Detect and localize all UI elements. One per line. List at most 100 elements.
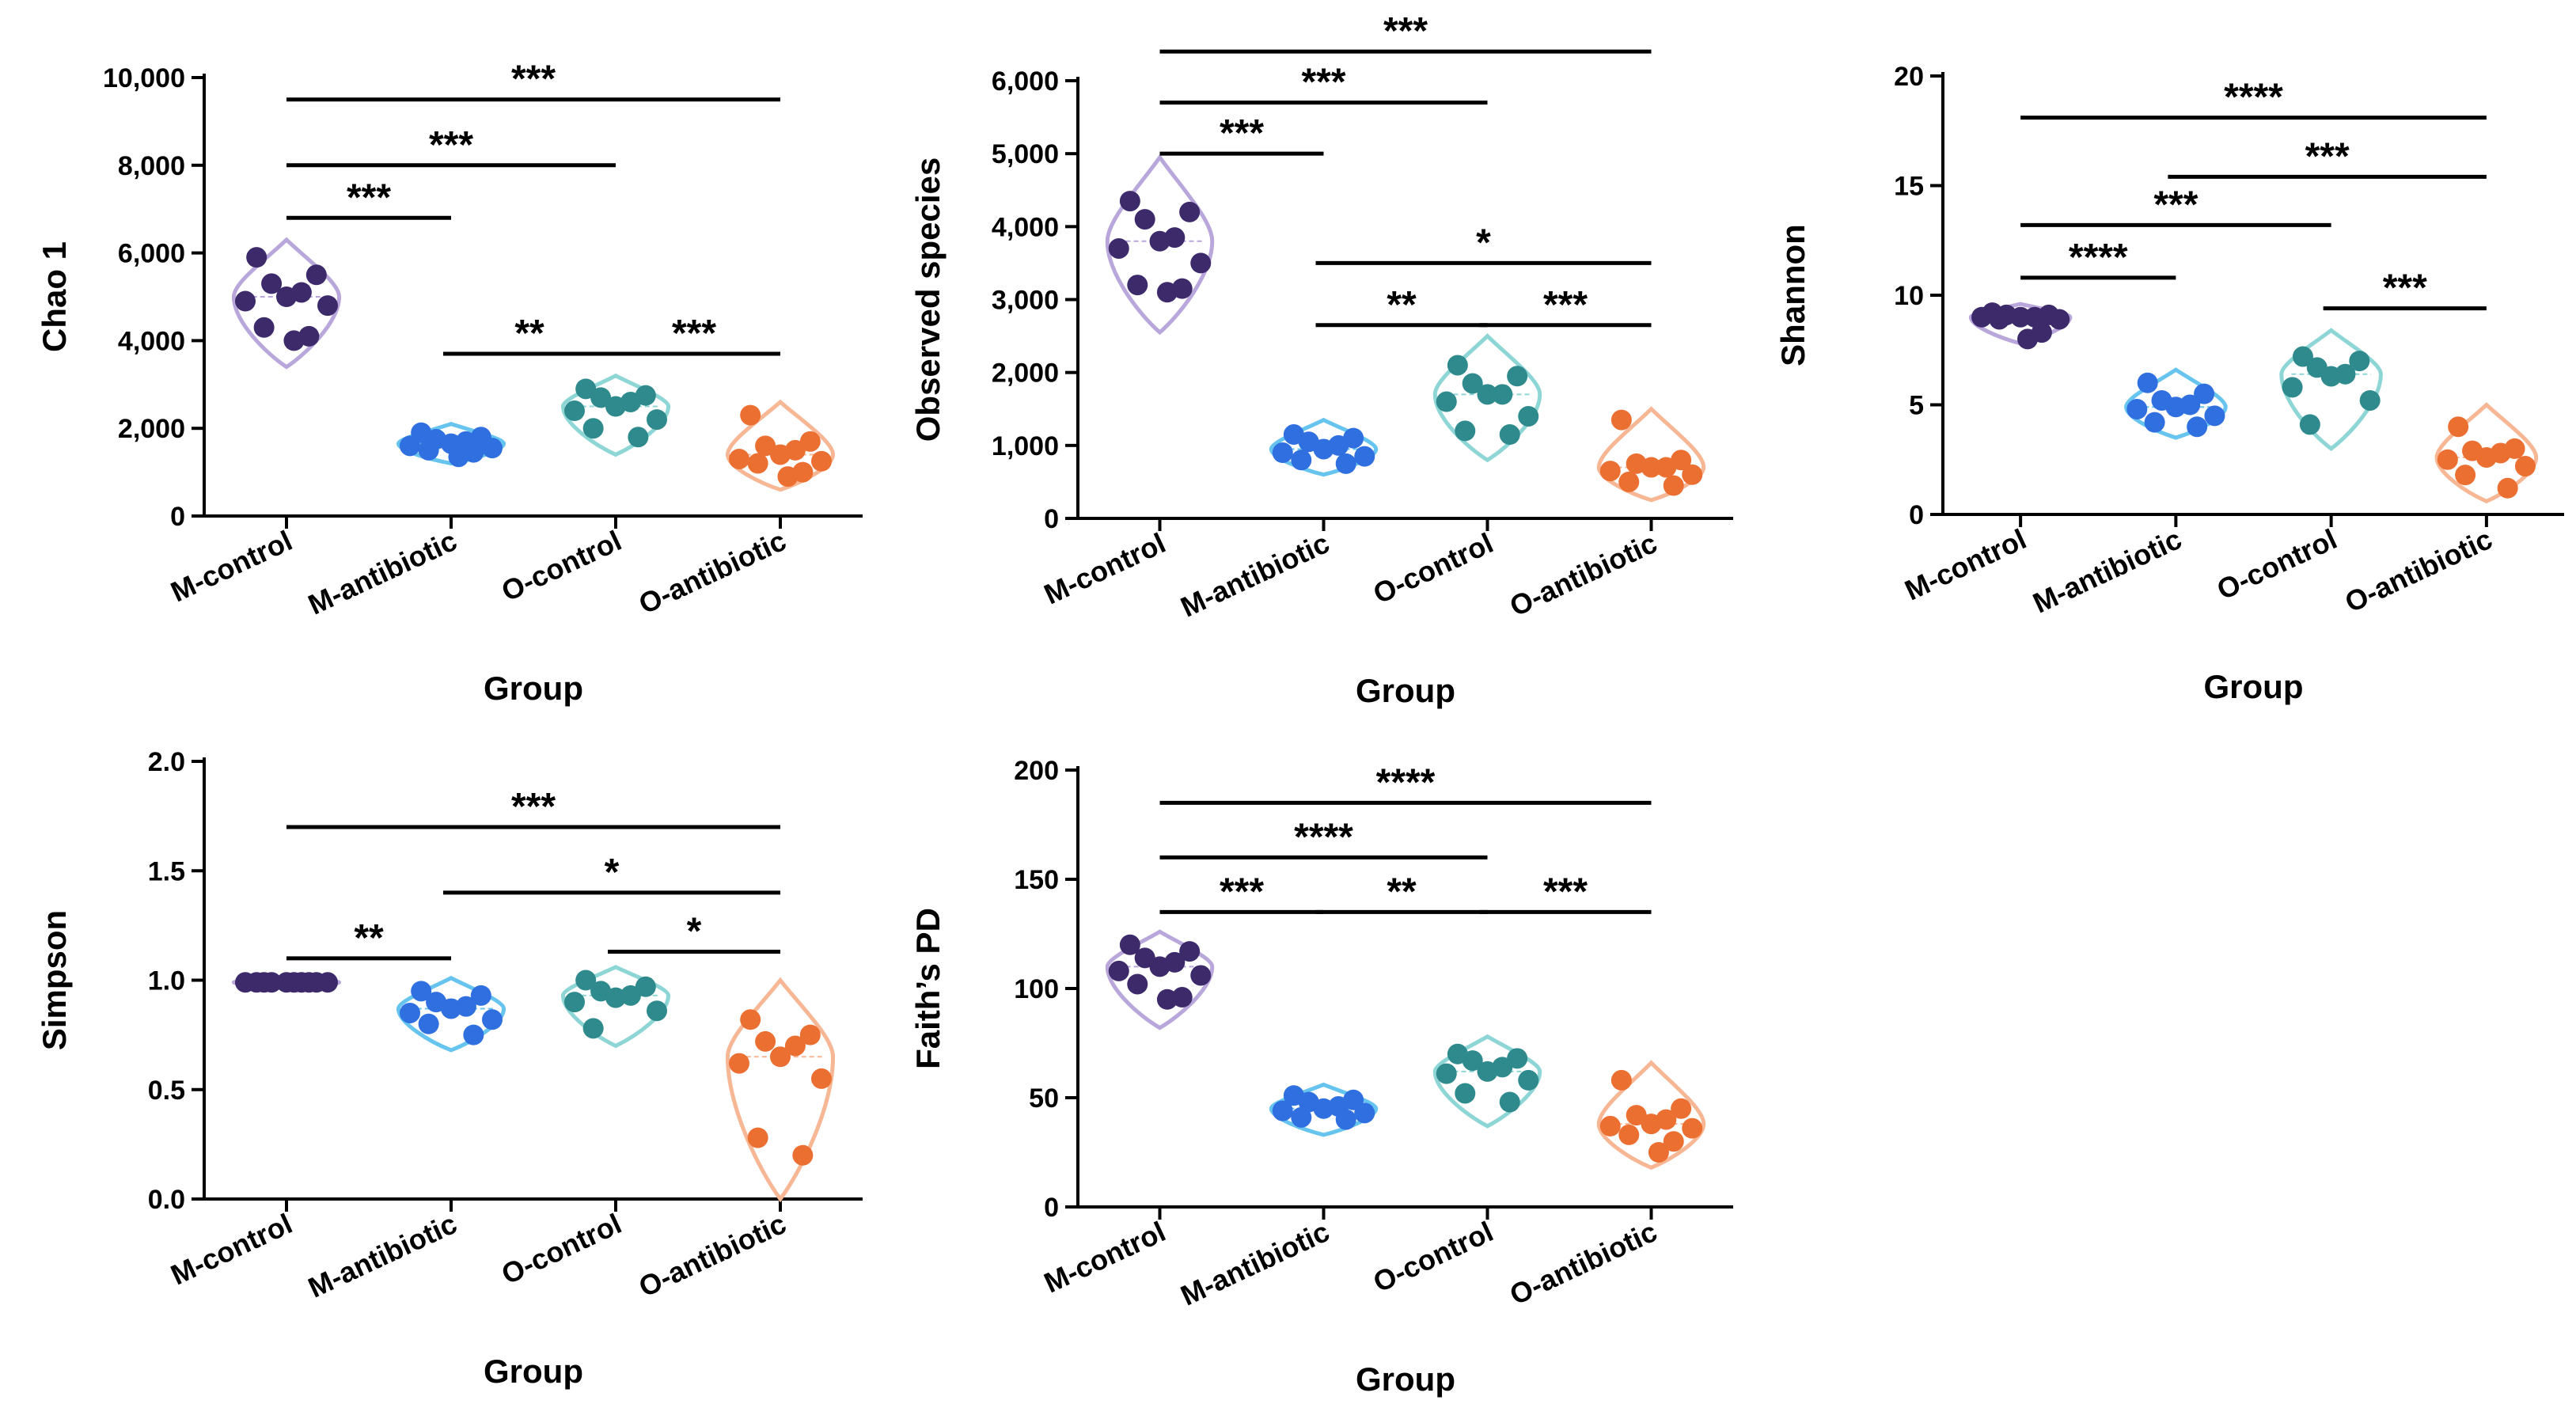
y-tick-label: 2,000 bbox=[992, 359, 1059, 389]
data-point bbox=[582, 1018, 604, 1039]
data-point bbox=[1626, 1105, 1647, 1126]
data-point bbox=[1354, 446, 1375, 467]
x-tick-label: M-antibiotic bbox=[303, 1207, 461, 1304]
data-point bbox=[235, 972, 256, 993]
violin-0 bbox=[1105, 154, 1215, 336]
y-tick-label: 2,000 bbox=[118, 414, 185, 444]
significance-label: *** bbox=[1383, 10, 1428, 52]
y-tick-label: 5,000 bbox=[992, 139, 1059, 169]
data-point bbox=[482, 1009, 503, 1030]
significance-label: **** bbox=[1294, 816, 1353, 858]
data-point bbox=[1313, 438, 1334, 460]
panel-simpson: 0.0 0.5 1.0 1.5 2.0 Simpson M-control M-antibio… bbox=[36, 747, 863, 1390]
violin-2 bbox=[2279, 328, 2383, 452]
data-point bbox=[1648, 1142, 1669, 1163]
significance-label: ** bbox=[1387, 284, 1417, 326]
data-point bbox=[1335, 1109, 1356, 1130]
violin-3 bbox=[1596, 406, 1706, 503]
x-tick-label: M-antibiotic bbox=[1175, 526, 1334, 624]
y-tick-label: 1,000 bbox=[992, 431, 1059, 461]
data-point bbox=[1291, 450, 1312, 471]
violin-3 bbox=[1596, 1060, 1706, 1171]
significance-label: * bbox=[687, 911, 702, 953]
significance-label: *** bbox=[429, 124, 473, 166]
data-point bbox=[1518, 405, 1539, 427]
data-point bbox=[740, 404, 761, 426]
data-point bbox=[2320, 366, 2342, 387]
data-point bbox=[1156, 988, 1178, 1010]
data-point bbox=[1507, 366, 1528, 387]
data-point bbox=[1989, 309, 2010, 330]
data-point bbox=[1671, 1098, 1692, 1119]
data-point bbox=[1971, 306, 1993, 328]
data-point bbox=[298, 972, 320, 993]
significance-label: *** bbox=[1301, 62, 1345, 104]
data-point bbox=[777, 466, 799, 488]
x-tick-label: M-control bbox=[165, 1207, 297, 1291]
data-point bbox=[2349, 351, 2370, 372]
data-point bbox=[747, 1127, 768, 1148]
x-tick-label: M-control bbox=[1900, 522, 2032, 606]
data-point bbox=[1499, 1091, 1520, 1113]
data-point bbox=[1610, 1069, 1632, 1091]
data-point bbox=[317, 295, 338, 317]
x-tick-label: M-control bbox=[1039, 1215, 1170, 1299]
violin-2 bbox=[1432, 1034, 1542, 1129]
data-point bbox=[747, 453, 768, 474]
data-point bbox=[1447, 355, 1468, 376]
panel-faith: 0 50 100 150 200 Faith’s PD M-control M-antibio… bbox=[909, 756, 1733, 1398]
data-point bbox=[1108, 237, 1129, 259]
y-tick-label: 10,000 bbox=[103, 63, 185, 93]
x-tick-label: O-antibiotic bbox=[634, 1207, 791, 1303]
y-tick-label: 150 bbox=[1014, 865, 1059, 895]
data-point bbox=[1291, 1106, 1312, 1128]
panel-observed: 0 1,000 2,000 3,000 4,000 5,000 6,000 Observed … bbox=[909, 10, 1733, 709]
violin-1 bbox=[2124, 367, 2228, 440]
data-point bbox=[400, 435, 420, 457]
violin-3 bbox=[2434, 402, 2539, 504]
y-tick-label: 1.5 bbox=[148, 856, 185, 886]
data-point bbox=[1507, 1048, 1528, 1069]
data-point bbox=[2049, 309, 2070, 330]
data-point bbox=[441, 998, 461, 1019]
data-point bbox=[253, 317, 275, 338]
data-point bbox=[811, 450, 832, 472]
data-point bbox=[729, 1053, 749, 1074]
y-tick-label: 50 bbox=[1029, 1083, 1059, 1114]
x-tick-label: M-control bbox=[165, 524, 297, 608]
x-axis-title: Group bbox=[484, 670, 583, 707]
violin-0 bbox=[1105, 929, 1215, 1030]
significance-label: *** bbox=[511, 786, 556, 828]
data-point bbox=[1127, 275, 1148, 296]
y-tick-label: 6,000 bbox=[118, 239, 185, 269]
y-tick-label: 0 bbox=[170, 502, 185, 532]
data-point bbox=[2024, 306, 2045, 328]
data-point bbox=[2010, 306, 2032, 328]
data-point bbox=[647, 409, 667, 431]
violin-0 bbox=[231, 237, 342, 370]
significance-label: **** bbox=[1376, 761, 1436, 803]
data-point bbox=[1156, 282, 1178, 303]
data-point bbox=[2144, 412, 2165, 433]
y-tick-label: 4,000 bbox=[992, 212, 1059, 242]
y-tick-label: 10 bbox=[1894, 281, 1924, 311]
data-point bbox=[246, 247, 267, 268]
y-tick-label: 3,000 bbox=[992, 286, 1059, 316]
data-point bbox=[799, 1024, 821, 1045]
data-point bbox=[1462, 1050, 1483, 1072]
data-point bbox=[1335, 453, 1356, 474]
y-tick-label: 6,000 bbox=[992, 66, 1059, 97]
y-tick-label: 0 bbox=[1044, 1193, 1059, 1223]
data-point bbox=[1455, 1083, 1476, 1104]
data-point bbox=[1436, 1063, 1457, 1084]
data-point bbox=[1179, 201, 1201, 222]
y-tick-label: 0 bbox=[1044, 504, 1059, 534]
data-point bbox=[253, 972, 275, 993]
data-point bbox=[1518, 1069, 1539, 1091]
data-point bbox=[2194, 383, 2215, 404]
data-point bbox=[305, 264, 327, 286]
data-point bbox=[2165, 397, 2187, 418]
data-point bbox=[1477, 384, 1498, 405]
significance-label: **** bbox=[2224, 77, 2283, 119]
data-point bbox=[1149, 956, 1170, 977]
